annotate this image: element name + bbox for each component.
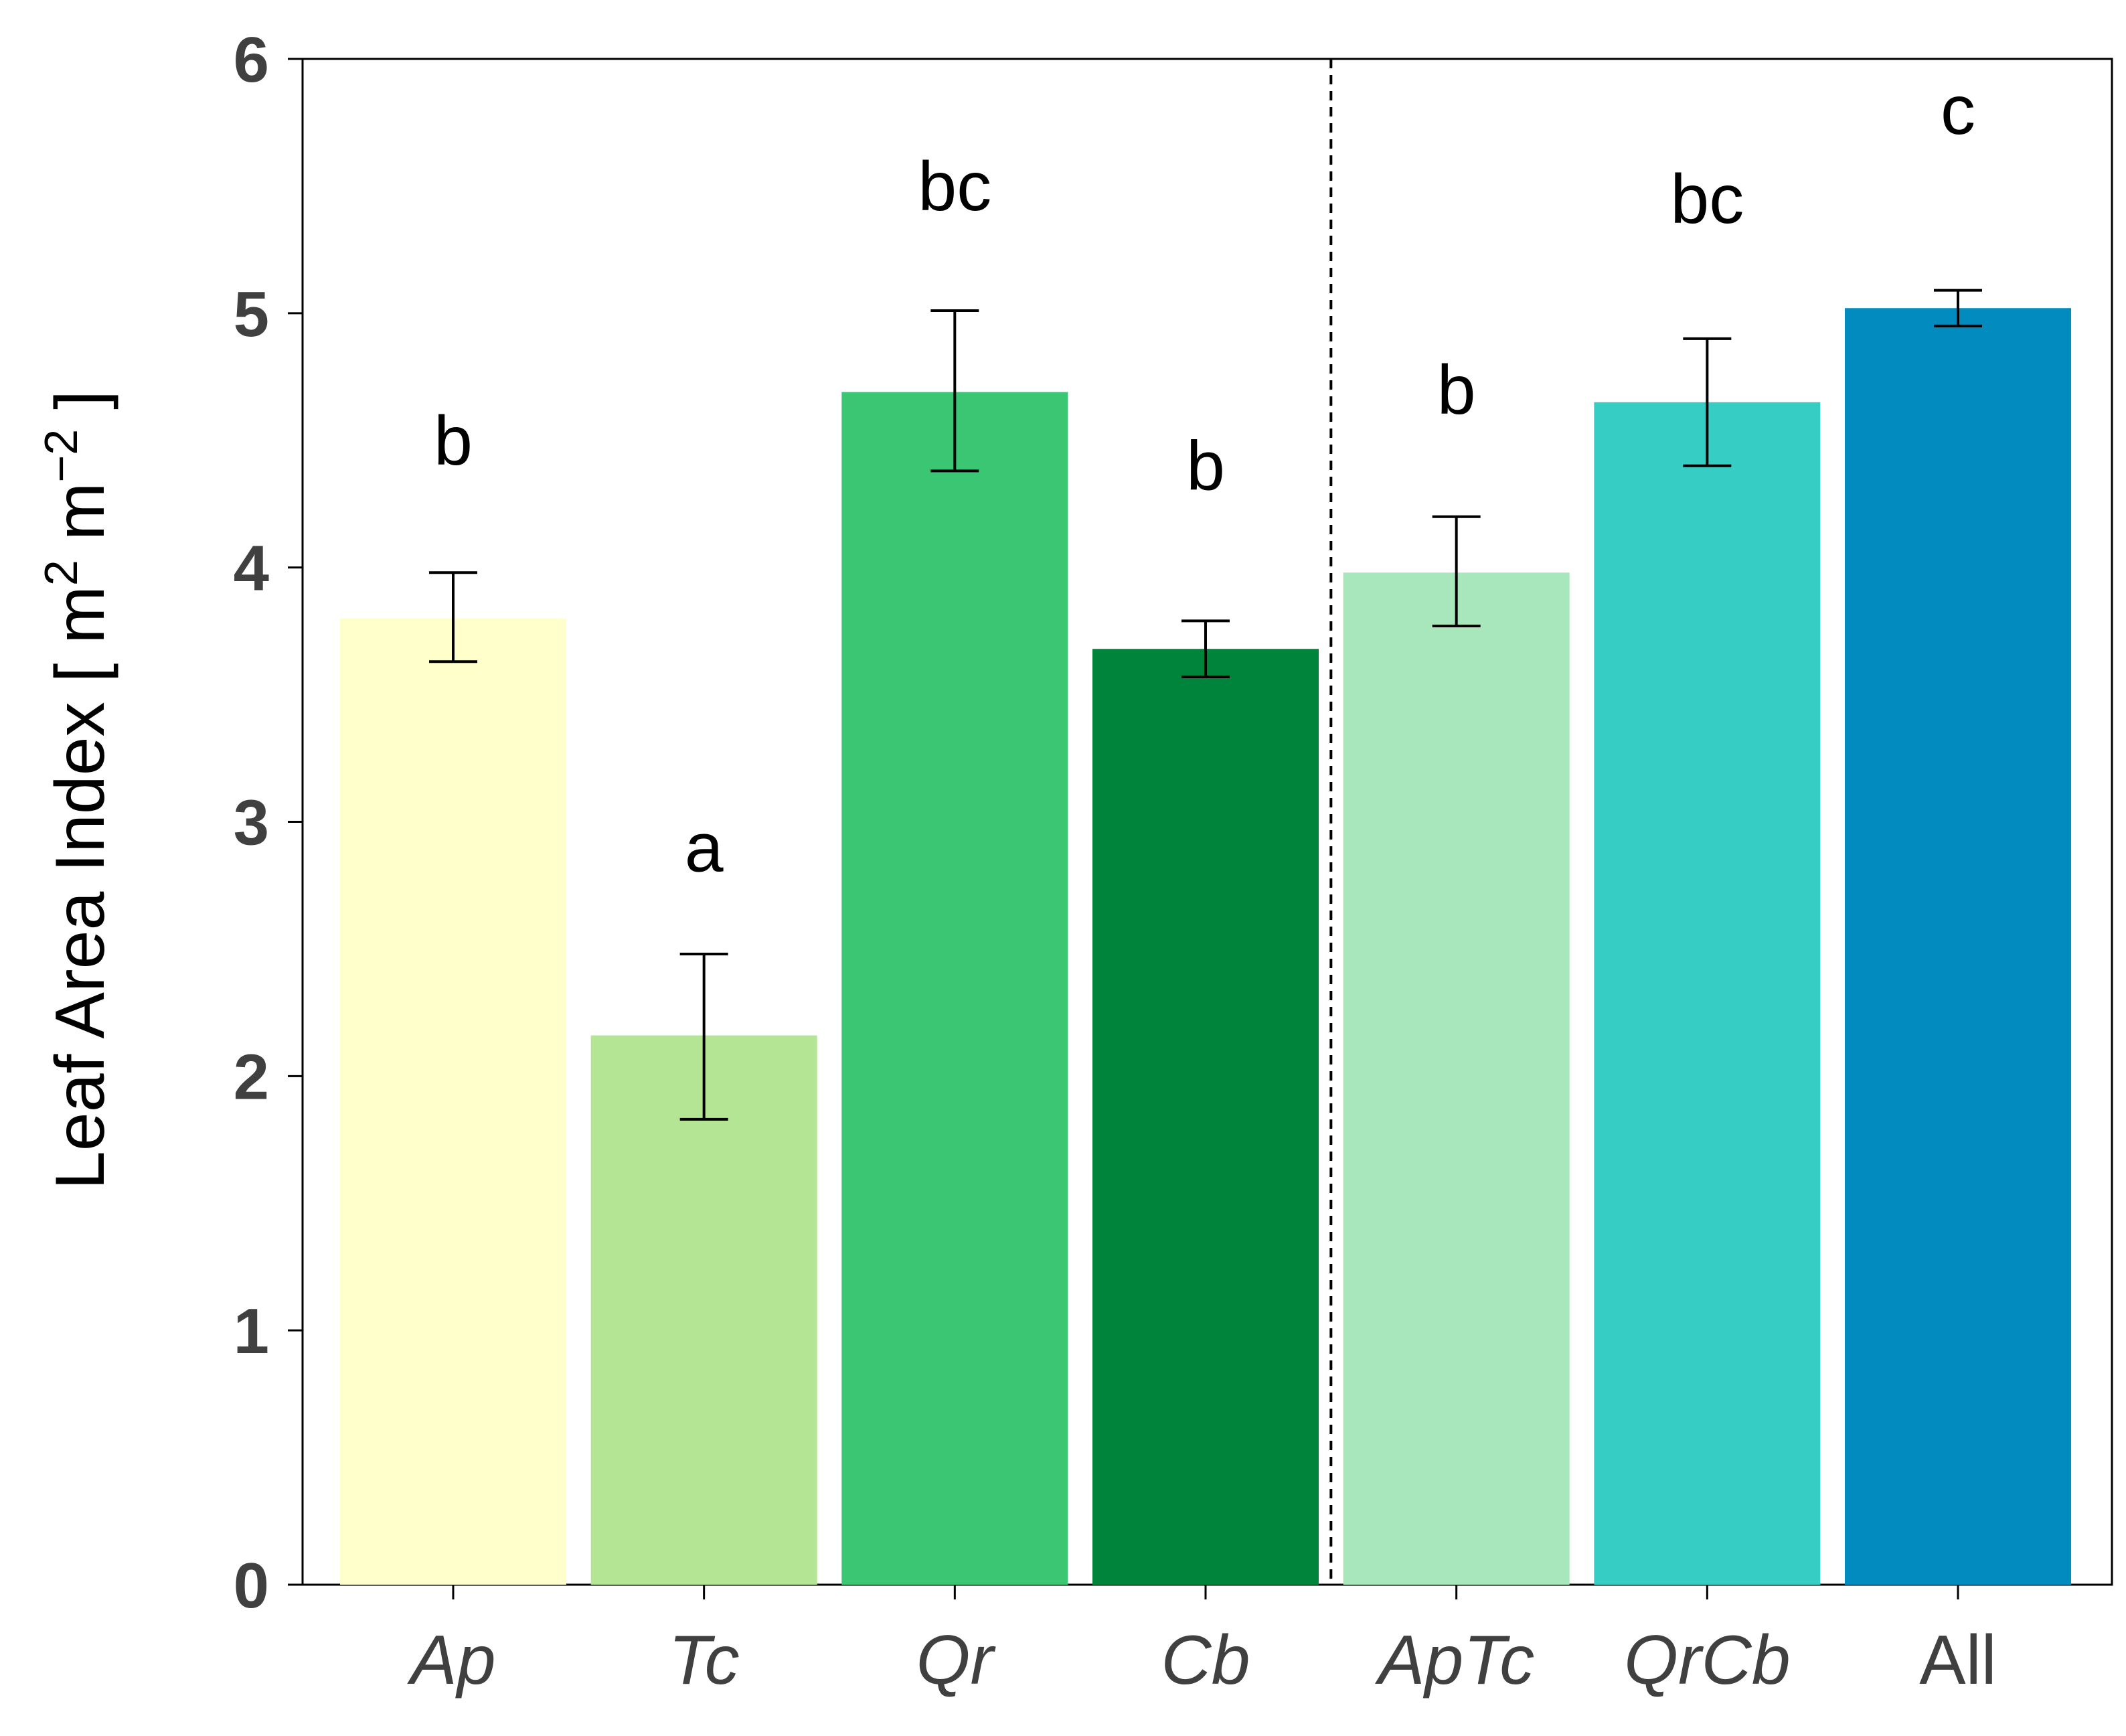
significance-label-tc: a (685, 809, 724, 886)
y-axis-title: Leaf Area Index [ m2 m−2 ] (35, 390, 119, 1190)
significance-label-cb: b (1186, 428, 1225, 505)
x-axis: Ap Tc Qr Cb ApTc QrCb All (406, 1585, 1997, 1699)
y-tick-label-2: 2 (234, 1041, 269, 1113)
x-tick-label-qrcb: QrCb (1624, 1622, 1790, 1699)
bars-group (340, 308, 2071, 1585)
bar-qrcb (1594, 402, 1821, 1585)
x-tick-label-all: All (1919, 1622, 1997, 1699)
significance-label-qr: bc (918, 148, 991, 226)
x-tick-label-aptc: ApTc (1374, 1622, 1534, 1699)
y-tick-label-5: 5 (234, 279, 269, 350)
bar-qr (841, 392, 1068, 1585)
x-tick-label-cb: Cb (1161, 1622, 1250, 1699)
y-axis-title-sup2: −2 (35, 429, 87, 483)
bar-tc (590, 1035, 817, 1585)
x-tick-label-qr: Qr (916, 1622, 997, 1699)
significance-label-all: c (1941, 72, 1975, 149)
y-axis-title-mid: m (42, 483, 119, 560)
y-axis: 0 1 2 3 4 5 6 (234, 24, 303, 1622)
error-bars-group (429, 289, 1982, 1121)
significance-label-ap: b (434, 402, 473, 480)
bar-aptc (1343, 572, 1570, 1585)
y-axis-title-sup1: 2 (35, 560, 87, 586)
bar-all (1845, 308, 2071, 1585)
y-tick-label-0: 0 (234, 1550, 269, 1622)
significance-labels-group: b a bc b b bc c (434, 72, 1975, 887)
y-tick-label-6: 6 (234, 24, 269, 96)
x-tick-label-ap: Ap (406, 1622, 495, 1699)
y-tick-label-1: 1 (234, 1295, 269, 1367)
bar-ap (340, 618, 566, 1585)
significance-label-qrcb: bc (1670, 161, 1744, 238)
y-axis-title-end: ] (42, 390, 119, 429)
x-tick-label-tc: Tc (669, 1622, 740, 1699)
significance-label-aptc: b (1437, 351, 1476, 429)
y-tick-label-3: 3 (234, 787, 269, 859)
y-tick-label-4: 4 (234, 533, 269, 605)
bar-cb (1092, 649, 1319, 1585)
